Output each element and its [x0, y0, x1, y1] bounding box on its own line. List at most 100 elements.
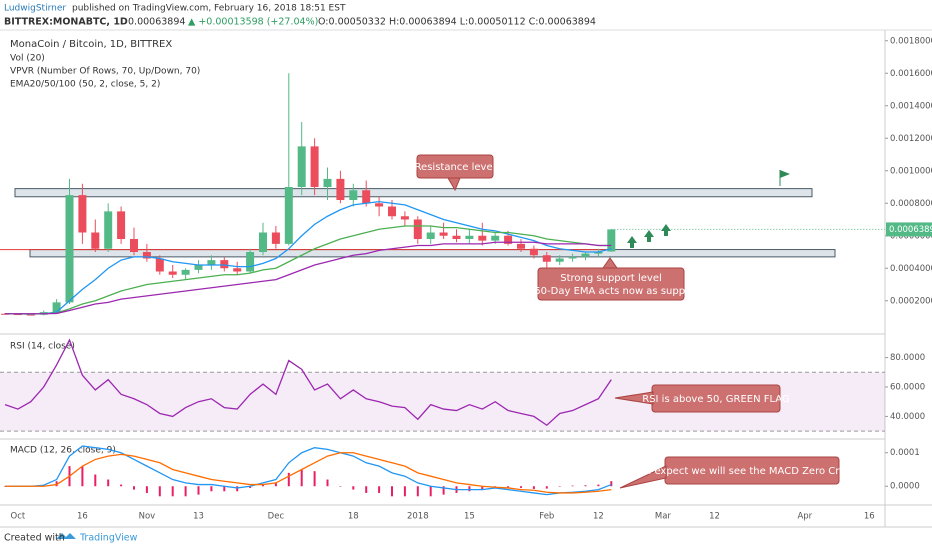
- y-tick-label: 80.0000: [890, 353, 925, 363]
- indicator-line: [4, 338, 612, 427]
- y-tick-label: 40.0000: [890, 412, 925, 422]
- candle-body: [271, 232, 280, 244]
- footer-brand[interactable]: TradingView: [79, 533, 138, 544]
- candle-body: [168, 271, 177, 275]
- x-tick-label: 12: [593, 512, 604, 522]
- candle-body: [323, 178, 332, 187]
- histogram-bar: [403, 486, 406, 497]
- indicator-label: VPVR (Number Of Rows, 70, Up/Down, 70): [10, 67, 200, 77]
- y-tick-label: 0.00180000: [890, 36, 932, 46]
- y-tick-label: 0.00080000: [890, 199, 932, 209]
- candle-body: [155, 258, 164, 272]
- candle-body: [336, 178, 345, 200]
- candle-body: [452, 235, 461, 239]
- published: published on TradingView.com, February 1…: [72, 4, 346, 14]
- callout-pointer: [602, 257, 618, 269]
- candle-body: [284, 187, 293, 244]
- indicator-label: Vol (20): [10, 54, 45, 64]
- histogram-bar: [597, 484, 600, 487]
- up-arrow: [627, 236, 637, 248]
- histogram-bar: [145, 486, 148, 493]
- histogram-bar: [158, 486, 161, 497]
- candle-body: [78, 195, 87, 233]
- callout-pointer: [619, 465, 667, 489]
- x-tick-label: 18: [348, 512, 359, 522]
- histogram-bar: [262, 484, 264, 487]
- histogram-bar: [300, 469, 303, 487]
- y-tick-label: 0.00120000: [890, 134, 932, 144]
- candle-body: [529, 248, 538, 256]
- y-tick-label: 0.00020000: [890, 296, 932, 306]
- annotation: I expect we will see the MACD Zero Cross: [648, 466, 855, 477]
- histogram-bar: [249, 486, 252, 488]
- histogram-bar: [94, 474, 97, 487]
- histogram-bar: [442, 486, 445, 495]
- histogram-bar: [210, 486, 213, 492]
- candle-body: [426, 232, 435, 239]
- histogram-bar: [391, 486, 393, 497]
- candle-body: [362, 190, 371, 204]
- candle-body: [517, 243, 525, 249]
- candle-body: [130, 239, 138, 252]
- footer-text: Created with: [4, 533, 65, 544]
- candle-body: [542, 255, 551, 262]
- y-tick-label: 0.0001: [890, 448, 920, 458]
- candle-body: [310, 146, 319, 187]
- histogram-bar: [481, 486, 484, 490]
- candle-body: [297, 146, 306, 187]
- histogram-bar: [494, 486, 497, 487]
- histogram-bar: [107, 479, 110, 487]
- candle-body: [194, 265, 203, 270]
- indicator-line: [5, 445, 612, 496]
- candle-body: [504, 235, 513, 244]
- y-tick-label: 0.00160000: [890, 69, 932, 79]
- candle-body: [13, 314, 22, 316]
- change: ▲ +0.00013598 (+27.04%): [188, 17, 318, 28]
- histogram-bar: [610, 481, 613, 487]
- author[interactable]: LudwigStirner: [4, 4, 66, 14]
- candle-body: [465, 235, 474, 239]
- histogram-bar: [468, 486, 471, 492]
- x-tick-label: Dec: [268, 512, 285, 522]
- annotations: Resistance level Strong support level + …: [415, 154, 856, 489]
- y-tick-label: 0.00100000: [890, 166, 932, 176]
- x-tick-label: Apr: [797, 512, 812, 522]
- x-tick-label: 16: [864, 512, 875, 522]
- candle-body: [246, 252, 255, 272]
- histogram-bar: [416, 486, 419, 497]
- candle-body: [491, 235, 500, 241]
- candle-body: [104, 211, 113, 249]
- candle-body: [207, 260, 216, 265]
- ema-line: [5, 225, 612, 315]
- histogram-bar: [287, 472, 290, 487]
- symbol: BITTREX:MONABTC, 1D: [4, 17, 128, 28]
- x-tick-label: 15: [464, 512, 475, 522]
- candle-body: [233, 268, 242, 272]
- flag: [780, 170, 790, 178]
- histogram-bar: [558, 486, 561, 487]
- histogram-bar: [326, 479, 329, 487]
- chart-title: MonaCoin / Bitcoin, 1D, BITTREX: [10, 39, 172, 50]
- callout-pointer: [447, 177, 461, 192]
- ema-line: [4, 200, 612, 315]
- histogram-bar: [532, 486, 535, 489]
- candle-body: [555, 258, 564, 262]
- histogram-bar: [378, 486, 381, 493]
- candle-body: [413, 219, 422, 239]
- x-tick-label: Mar: [655, 512, 672, 522]
- x-tick-label: 12: [709, 512, 720, 522]
- last-price-box: [886, 222, 932, 237]
- histogram-bar: [171, 486, 174, 497]
- histogram-bar: [571, 485, 574, 487]
- candle-body: [607, 229, 616, 252]
- candle-body: [117, 211, 126, 239]
- up-arrow: [661, 224, 671, 236]
- annotation: Strong support level: [560, 273, 662, 284]
- histogram-bar: [429, 486, 432, 497]
- histogram-bar: [223, 486, 226, 492]
- indicator-line: [5, 452, 612, 494]
- pane-title: MACD (12, 26, close, 9): [10, 446, 116, 456]
- histogram-bar: [274, 482, 277, 487]
- x-tick-label: Feb: [539, 512, 554, 522]
